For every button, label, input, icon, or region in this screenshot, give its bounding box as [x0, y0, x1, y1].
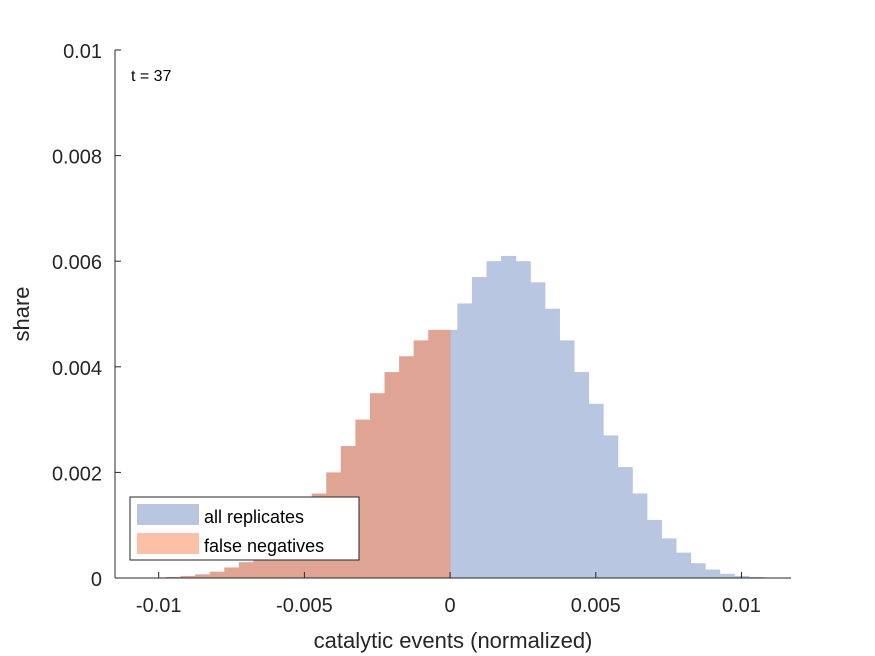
legend-swatch-all-replicates — [137, 504, 199, 525]
histogram-bar — [209, 571, 225, 578]
legend: all replicates false negatives — [129, 496, 360, 561]
histogram-bar — [428, 329, 444, 578]
histogram-bar — [442, 329, 451, 578]
series-all-replicates — [450, 255, 764, 579]
histogram-bar — [646, 519, 662, 578]
histogram-bar — [690, 563, 706, 578]
y-tick-label: 0 — [91, 569, 102, 591]
histogram-bar — [530, 282, 546, 578]
histogram-bar — [369, 393, 386, 578]
histogram-bar — [573, 372, 590, 578]
histogram-bar — [588, 403, 604, 578]
histogram-bar — [603, 435, 619, 578]
histogram-bar — [224, 567, 240, 578]
y-tick-label: 0.004 — [52, 358, 102, 380]
y-tick-label: 0.002 — [52, 463, 102, 485]
histogram-bar — [457, 303, 473, 578]
histogram-bar — [675, 552, 692, 578]
legend-label-false-negatives: false negatives — [204, 536, 324, 556]
histogram-bar — [705, 569, 721, 578]
y-tick-label: 0.01 — [63, 41, 102, 63]
x-tick-label: 0.005 — [571, 595, 621, 617]
x-tick-label: -0.005 — [276, 595, 333, 617]
axes — [114, 50, 791, 579]
x-tick-label: -0.01 — [136, 595, 182, 617]
histogram-bar — [661, 538, 677, 578]
histogram-bar — [719, 573, 735, 578]
histogram-bar — [748, 576, 764, 578]
histogram-bar — [180, 575, 196, 578]
y-axis-label: share — [9, 286, 34, 341]
x-tick-label: 0 — [445, 595, 456, 617]
histogram-bar — [515, 261, 531, 578]
histogram-bar — [559, 340, 575, 578]
histogram-bar — [486, 261, 502, 578]
histogram-bar — [501, 255, 517, 579]
y-tick-label: 0.008 — [52, 147, 102, 169]
x-tick-label: 0.01 — [722, 595, 761, 617]
x-ticks: -0.01 -0.005 0 0.005 0.01 — [136, 572, 761, 617]
histogram-bar — [544, 308, 560, 578]
time-annotation: t = 37 — [131, 68, 172, 85]
histogram-bar — [471, 277, 488, 578]
legend-label-all-replicates: all replicates — [204, 507, 304, 527]
histogram-bar — [632, 493, 648, 578]
histogram-bar — [165, 576, 182, 578]
histogram-bar — [399, 356, 415, 578]
legend-swatch-false-negatives — [137, 533, 199, 554]
histogram-bar — [450, 329, 458, 578]
histogram-bar — [617, 467, 633, 578]
histogram-bar — [195, 574, 211, 578]
x-axis-label: catalytic events (normalized) — [314, 628, 593, 653]
histogram-bar — [238, 562, 255, 578]
histogram-bar — [413, 340, 429, 578]
y-tick-label: 0.006 — [52, 252, 102, 274]
histogram-bar — [384, 372, 400, 578]
y-ticks: 0 0.002 0.004 0.006 0.008 0.01 — [52, 41, 121, 591]
